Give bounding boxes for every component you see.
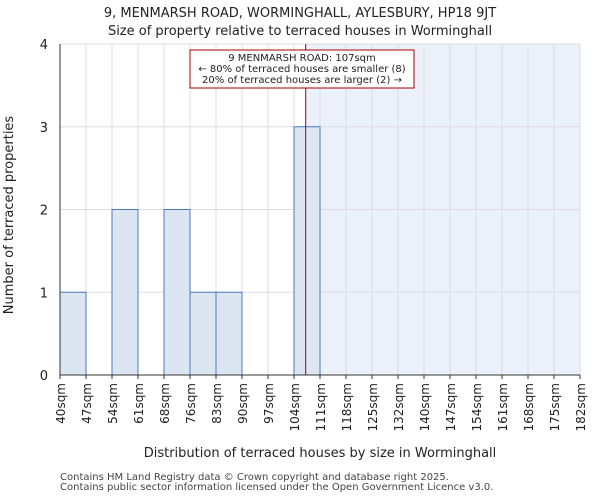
x-tick-label: 61sqm xyxy=(132,383,146,424)
x-tick-label: 132sqm xyxy=(392,383,406,431)
x-tick-label: 76sqm xyxy=(184,383,198,424)
y-axis-label: Number of terraced properties xyxy=(2,116,17,315)
x-tick-label: 118sqm xyxy=(340,383,354,431)
bar xyxy=(111,209,139,376)
x-tick-label: 140sqm xyxy=(418,383,432,431)
annotation-line-1: 9 MENMARSH ROAD: 107sqm xyxy=(228,53,376,64)
annotation-line-3: 20% of terraced houses are larger (2) → xyxy=(202,75,402,86)
plot-area: 0 1 2 3 4 40sqm 47sqm 54sqm 61sqm 68sqm 76sqm 83sqm… xyxy=(40,38,588,431)
x-tick-label: 97sqm xyxy=(262,383,276,424)
x-tick-label: 125sqm xyxy=(366,383,380,431)
footer-line-1: Contains HM Land Registry data © Crown c… xyxy=(60,472,449,483)
y-tick-label: 4 xyxy=(40,38,48,53)
y-tick-label: 3 xyxy=(40,121,48,136)
chart-subtitle: Size of property relative to terraced ho… xyxy=(108,24,492,39)
x-tick-label: 175sqm xyxy=(548,383,562,431)
x-tick-label: 83sqm xyxy=(210,383,224,424)
x-tick-label: 111sqm xyxy=(314,383,328,431)
x-tick-label: 40sqm xyxy=(54,383,68,424)
bar xyxy=(293,126,321,376)
y-tick-label: 2 xyxy=(40,204,48,219)
x-tick-label: 54sqm xyxy=(106,383,120,424)
x-tick-label: 104sqm xyxy=(288,383,302,431)
x-tick-label: 168sqm xyxy=(522,383,536,431)
x-tick-label: 161sqm xyxy=(496,383,510,431)
chart-title: 9, MENMARSH ROAD, WORMINGHALL, AYLESBURY… xyxy=(104,6,496,21)
y-tick-label: 0 xyxy=(40,369,48,384)
x-tick-label: 147sqm xyxy=(444,383,458,431)
footer-line-2: Contains public sector information licen… xyxy=(60,482,494,493)
x-tick-label: 154sqm xyxy=(470,383,484,431)
x-tick-label: 47sqm xyxy=(80,383,94,424)
annotation-line-2: ← 80% of terraced houses are smaller (8) xyxy=(198,64,405,75)
y-tick-label: 1 xyxy=(40,286,48,301)
x-axis-label: Distribution of terraced houses by size … xyxy=(144,446,497,461)
bar xyxy=(215,291,243,376)
footer: Contains HM Land Registry data © Crown c… xyxy=(60,473,493,493)
bar xyxy=(163,209,191,376)
annotation-box xyxy=(189,49,415,89)
x-tick-label: 90sqm xyxy=(236,383,250,424)
x-tick-label: 68sqm xyxy=(158,383,172,424)
bar xyxy=(59,291,87,376)
x-tick-label: 182sqm xyxy=(574,383,588,431)
bar xyxy=(189,291,217,376)
